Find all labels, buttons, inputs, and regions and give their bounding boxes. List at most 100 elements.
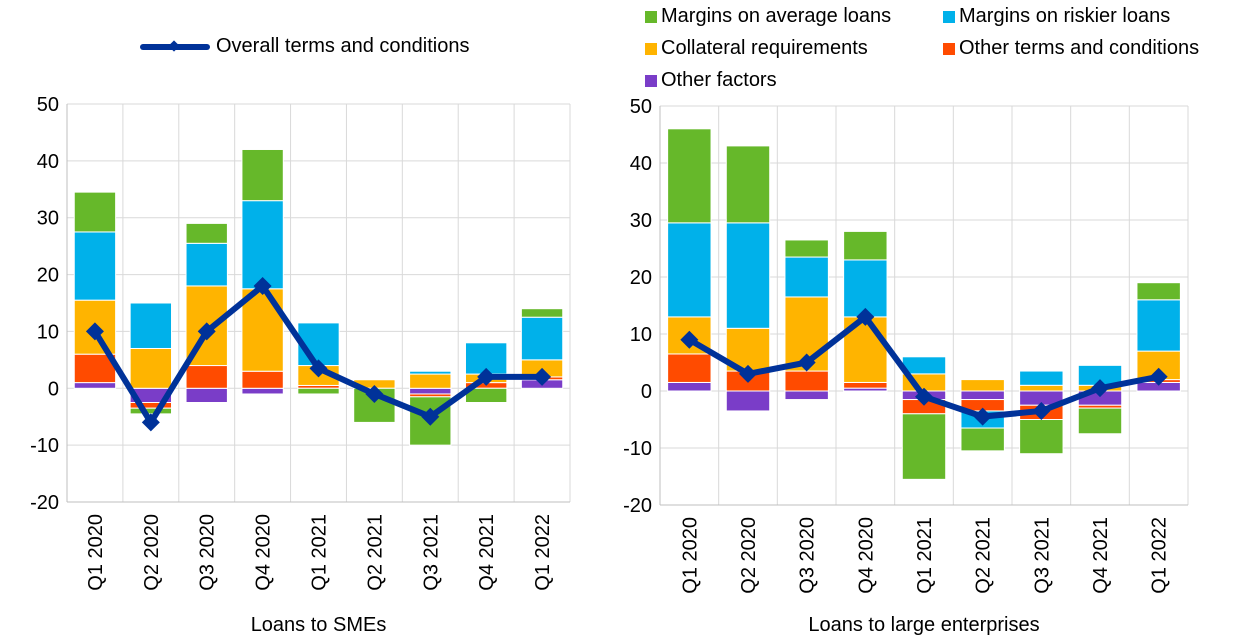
line-marker	[533, 367, 552, 386]
line-marker	[797, 353, 816, 372]
x-axis-label-large: Loans to large enterprises	[808, 614, 1040, 636]
line-marker	[856, 307, 875, 326]
y-tick-label: 40	[630, 153, 652, 175]
y-tick-label: 30	[37, 208, 59, 230]
legend-label: Overall terms and conditions	[216, 35, 470, 57]
x-tick-label: Q1 2021	[309, 514, 331, 591]
bar-segment	[297, 387, 340, 395]
bar-segment	[960, 390, 1005, 401]
x-tick-label: Q1 2020	[679, 517, 701, 594]
bar-segment	[1019, 370, 1064, 386]
legend-label: Margins on riskier loans	[959, 5, 1171, 27]
x-tick-label: Q3 2021	[1031, 517, 1053, 594]
y-tick-label: 50	[630, 96, 652, 118]
y-tick-label: -20	[623, 495, 652, 517]
x-tick-label: Q1 2022	[1149, 517, 1171, 594]
legend-label: Other terms and conditions	[959, 37, 1200, 59]
bar-segment	[241, 148, 284, 202]
legend-item-margins-average: Margins on average loans	[645, 5, 891, 28]
bar-segment	[1077, 407, 1123, 435]
bar-segment	[725, 390, 771, 412]
x-tick-label: Q2 2021	[364, 514, 386, 591]
bar-segment	[901, 413, 947, 480]
bar-segment	[784, 239, 829, 258]
x-tick-label: Q3 2020	[197, 514, 219, 591]
x-tick-label: Q2 2021	[973, 517, 995, 594]
line-marker	[141, 413, 160, 432]
legend-swatch	[645, 42, 657, 55]
line-marker	[197, 322, 216, 341]
bar-segment	[73, 231, 117, 301]
y-tick-label: 10	[37, 321, 59, 343]
bar-segment	[1019, 419, 1064, 455]
legend-swatch	[943, 42, 955, 55]
bar-segment	[784, 370, 829, 392]
bar-segment	[667, 353, 712, 383]
bar-segment	[843, 381, 888, 389]
bar-segment	[185, 222, 228, 244]
bar-segment	[241, 200, 284, 290]
bar-segment	[73, 191, 117, 233]
bar-segment	[667, 128, 712, 224]
x-tick-label: Q2 2020	[141, 514, 163, 591]
x-tick-label: Q1 2022	[532, 514, 554, 591]
bar-segment	[960, 427, 1005, 452]
y-tick-label: 0	[48, 378, 59, 400]
chart-sme: -20 -10 0 10 20 30 40 50 Q1 2020 Q2 2020 Q3 2020 Q4…	[30, 94, 571, 591]
legend-swatch	[645, 74, 657, 87]
y-tick-label: -10	[30, 435, 59, 457]
bar-segment	[129, 347, 173, 389]
legend-label: Other factors	[661, 69, 777, 91]
x-tick-label: Q1 2020	[85, 514, 107, 591]
legend-line-swatch	[140, 43, 210, 50]
x-tick-label: Q4 2020	[855, 517, 877, 594]
x-tick-label: Q3 2020	[797, 517, 819, 594]
legend-label: Collateral requirements	[661, 37, 868, 59]
line-marker	[739, 364, 757, 383]
line-marker	[85, 322, 104, 341]
line-marker	[309, 359, 328, 378]
x-tick-label: Q4 2021	[1090, 517, 1112, 594]
bar-segment	[784, 390, 829, 401]
y-tick-label: 0	[641, 381, 652, 403]
bar-segment	[843, 230, 888, 261]
line-marker	[477, 367, 496, 386]
y-tick-label: 50	[37, 94, 59, 116]
line-marker	[973, 407, 992, 426]
x-tick-label: Q3 2021	[420, 514, 442, 591]
line-marker	[680, 330, 699, 349]
legend-item-overall: Overall terms and conditions	[140, 35, 469, 58]
line-marker	[365, 384, 384, 403]
bar-segment	[520, 308, 564, 318]
bar-segment	[1136, 299, 1181, 352]
x-tick-label: Q4 2021	[476, 514, 498, 591]
legend-label: Margins on average loans	[661, 5, 892, 27]
y-tick-label: 20	[37, 265, 59, 287]
legend-item-margins-riskier: Margins on riskier loans	[943, 5, 1170, 28]
line-marker	[1032, 401, 1051, 420]
bar-segment	[960, 379, 1005, 392]
legend-item-other-terms: Other terms and conditions	[943, 37, 1199, 60]
line-marker	[421, 407, 440, 426]
line-marker	[1091, 379, 1109, 398]
y-tick-label: 20	[630, 267, 652, 289]
y-tick-label: 10	[630, 324, 652, 346]
line-marker	[253, 276, 272, 295]
bar-segment	[520, 316, 564, 361]
x-tick-label: Q4 2020	[253, 514, 275, 591]
bar-segment	[1136, 282, 1181, 301]
legend-swatch	[943, 10, 955, 23]
legend-item-other-factors: Other factors	[645, 69, 777, 92]
bar-segment	[725, 145, 771, 224]
legend-swatch	[645, 10, 657, 23]
line-marker	[1149, 367, 1168, 386]
bar-segment	[725, 222, 771, 329]
y-tick-label: -10	[623, 438, 652, 460]
legend-item-collateral: Collateral requirements	[645, 37, 868, 60]
line-marker	[915, 387, 933, 406]
bar-segment	[409, 370, 452, 375]
bar-segment	[464, 387, 508, 403]
bar-segment	[129, 302, 173, 349]
